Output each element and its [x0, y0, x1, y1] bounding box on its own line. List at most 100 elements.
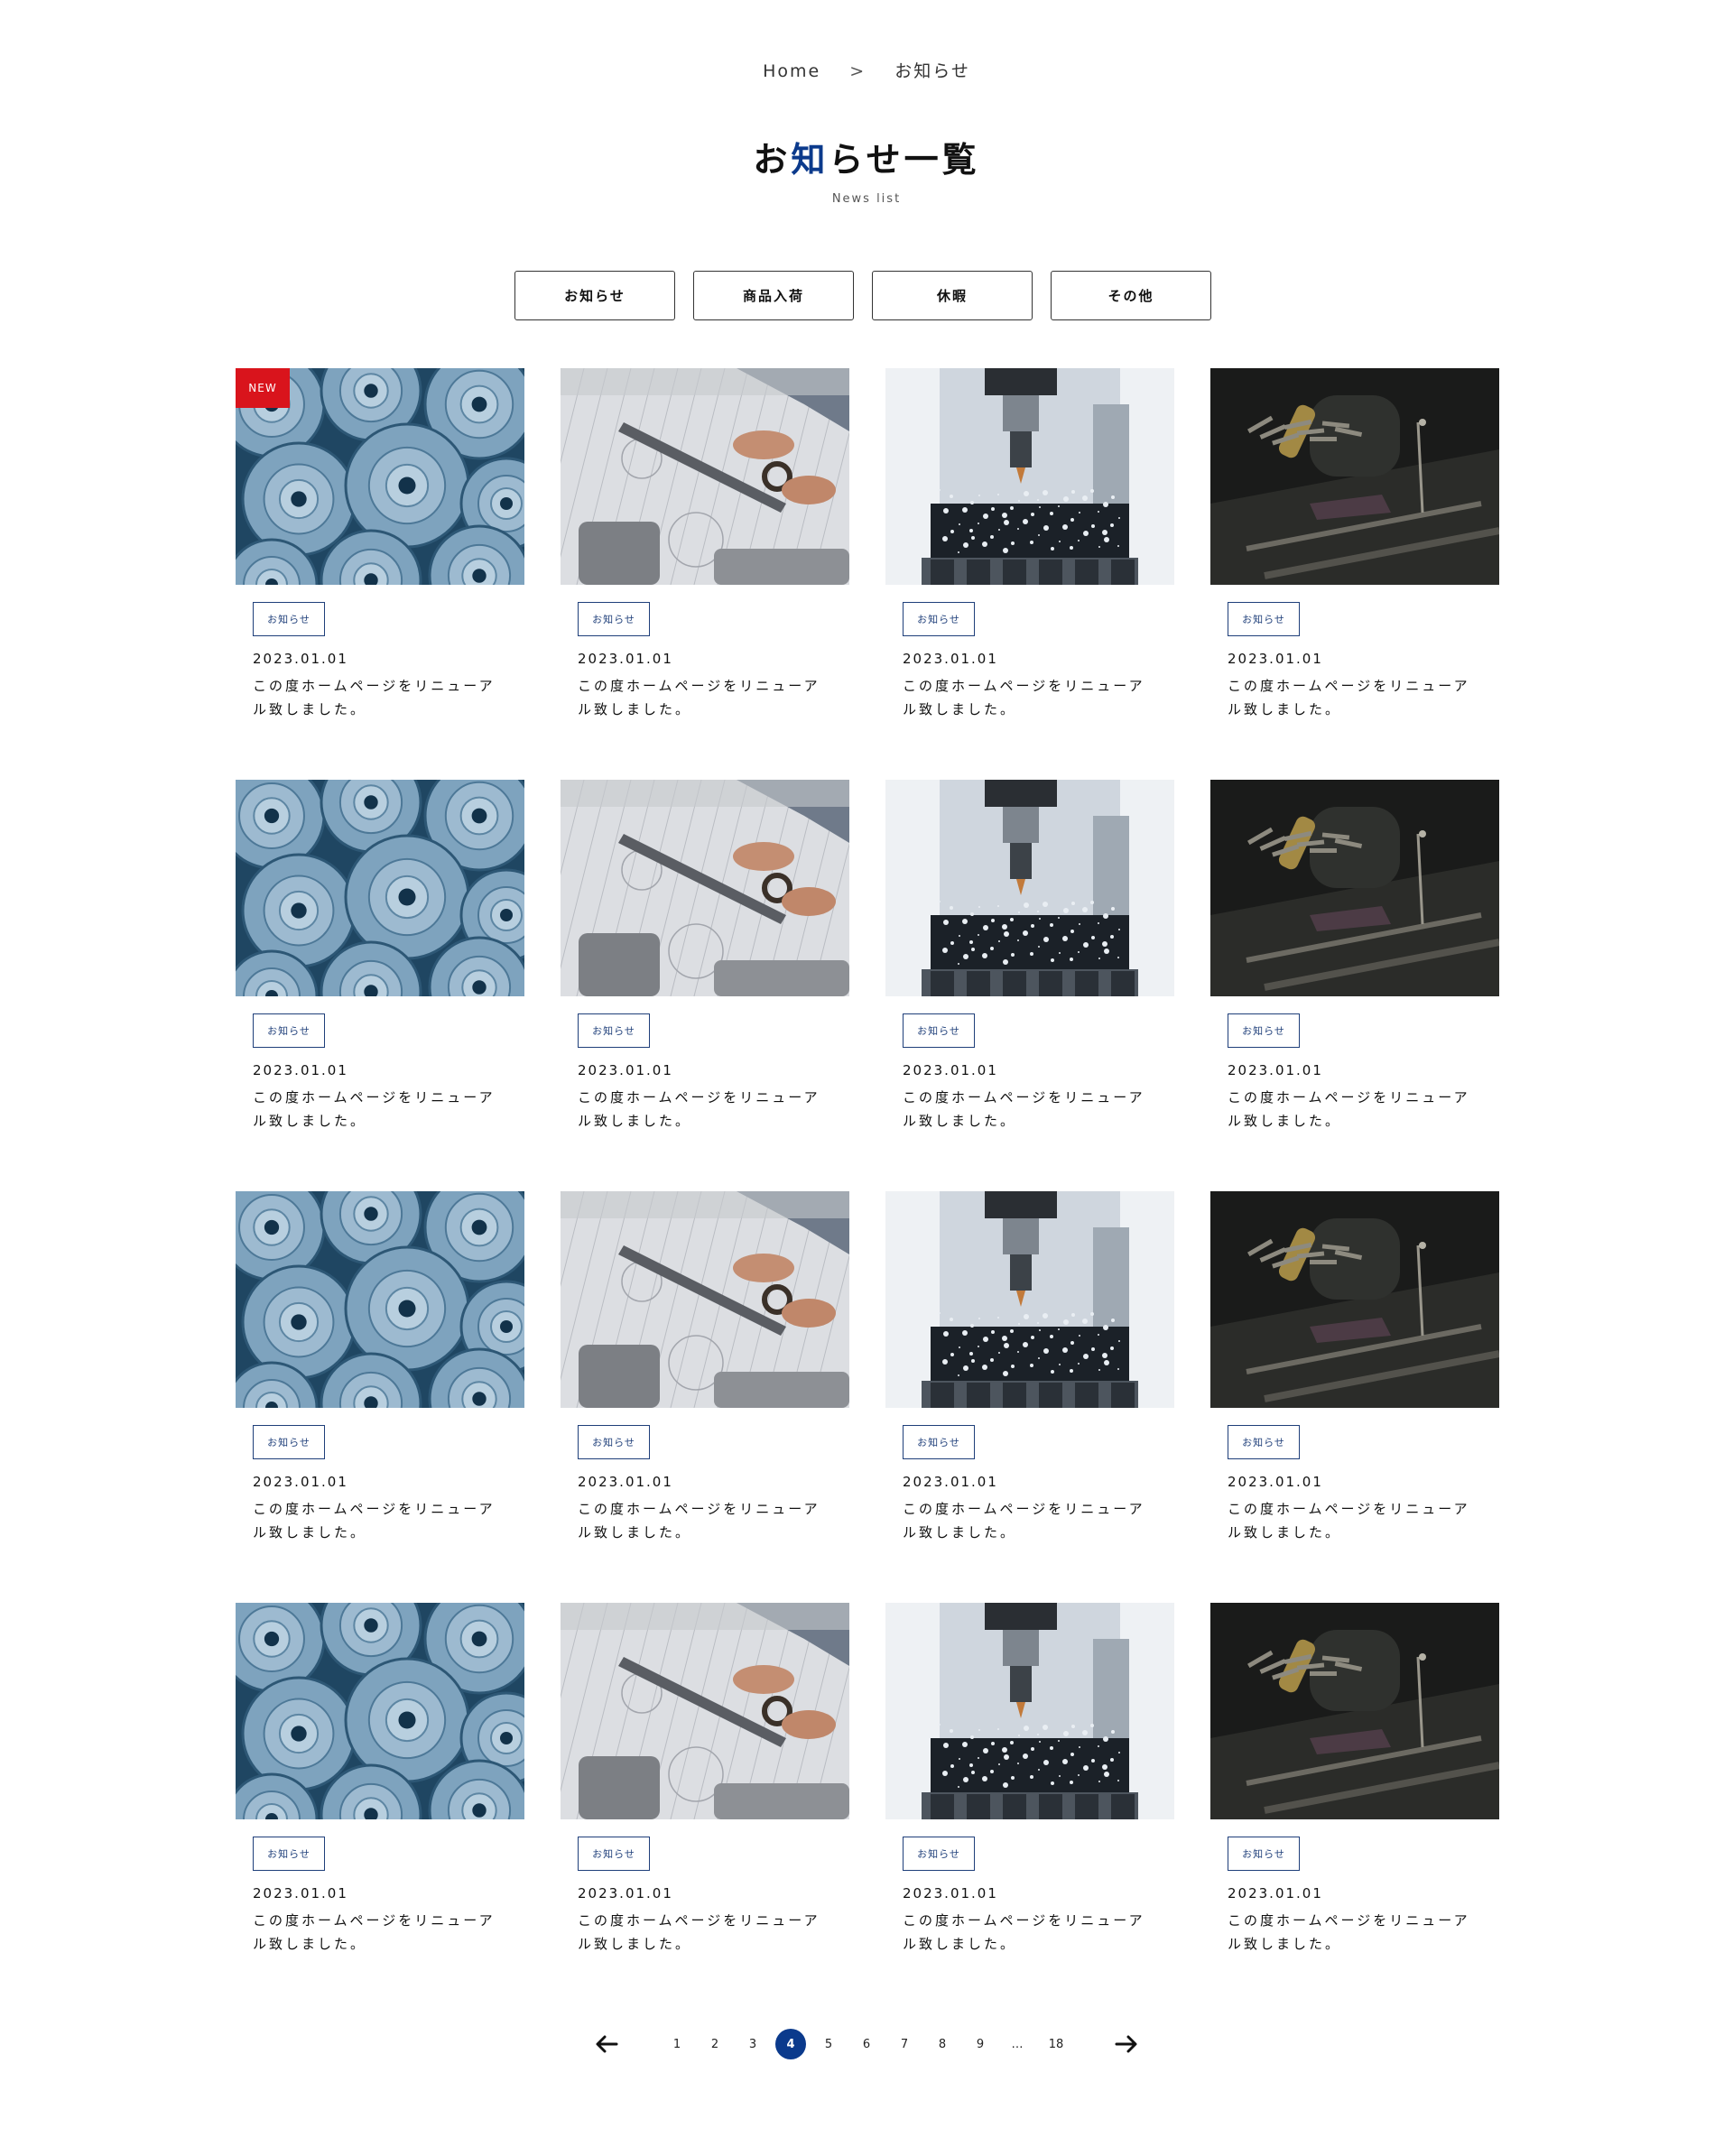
filter-button-holiday[interactable]: 休暇 — [872, 271, 1033, 320]
news-title: この度ホームページをリニューアル致しました。 — [1228, 678, 1470, 717]
news-date: 2023.01.01 — [903, 1474, 998, 1490]
metal-parts-image — [236, 1603, 524, 1819]
news-title: この度ホームページをリニューアル致しました。 — [903, 1912, 1145, 1952]
news-title: この度ホームページをリニューアル致しました。 — [578, 678, 820, 717]
news-card[interactable]: お知らせ 2023.01.01 この度ホームページをリニューアル致しました。 — [236, 1603, 524, 2014]
news-thumbnail — [236, 1603, 524, 1819]
pagination-page-link[interactable]: 8 — [938, 2037, 947, 2051]
news-title: この度ホームページをリニューアル致しました。 — [578, 1501, 820, 1541]
news-date: 2023.01.01 — [253, 1885, 348, 1902]
category-tag: お知らせ — [253, 602, 325, 636]
news-date: 2023.01.01 — [1228, 1474, 1323, 1490]
news-card[interactable]: お知らせ 2023.01.01 この度ホームページをリニューアル致しました。 — [1210, 780, 1499, 1191]
news-card[interactable]: お知らせ 2023.01.01 この度ホームページをリニューアル致しました。 — [561, 1603, 849, 2014]
category-filters: お知らせ 商品入荷 休暇 その他 — [514, 271, 1211, 320]
news-title: この度ホームページをリニューアル致しました。 — [578, 1912, 820, 1952]
news-grid: NEW お知らせ 2023.01.01 この度ホームページをリニューアル致しました。お… — [236, 368, 1499, 2014]
news-date: 2023.01.01 — [253, 651, 348, 667]
news-thumbnail — [1210, 1603, 1499, 1819]
news-date: 2023.01.01 — [903, 1062, 998, 1078]
news-card[interactable]: お知らせ 2023.01.01 この度ホームページをリニューアル致しました。 — [561, 1191, 849, 1603]
news-date: 2023.01.01 — [1228, 1885, 1323, 1902]
pagination-page-link[interactable]: 2 — [710, 2037, 719, 2051]
filter-button-news[interactable]: お知らせ — [514, 271, 675, 320]
news-card[interactable]: お知らせ 2023.01.01 この度ホームページをリニューアル致しました。 — [1210, 1191, 1499, 1603]
news-thumbnail — [1210, 368, 1499, 585]
pagination-page-link[interactable]: 6 — [862, 2037, 871, 2051]
news-date: 2023.01.01 — [1228, 1062, 1323, 1078]
title-text-pre: お — [753, 140, 792, 180]
news-thumbnail — [885, 780, 1174, 996]
category-tag: お知らせ — [903, 602, 975, 636]
news-card[interactable]: お知らせ 2023.01.01 この度ホームページをリニューアル致しました。 — [561, 368, 849, 780]
news-title: この度ホームページをリニューアル致しました。 — [1228, 1912, 1470, 1952]
breadcrumb: Home > お知らせ — [0, 58, 1733, 82]
pagination-page-link[interactable]: 3 — [748, 2037, 757, 2051]
category-tag: お知らせ — [1228, 1425, 1300, 1459]
news-title: この度ホームページをリニューアル致しました。 — [253, 1089, 496, 1129]
pagination-page-link[interactable]: 9 — [976, 2037, 985, 2051]
pagination-page-link[interactable]: 5 — [824, 2037, 833, 2051]
news-date: 2023.01.01 — [578, 1062, 673, 1078]
workshop-tools-image — [1210, 1191, 1499, 1408]
pagination: 1 2 3 4 5 6 7 8 9 … 18 — [0, 2029, 1733, 2059]
news-card[interactable]: お知らせ 2023.01.01 この度ホームページをリニューアル致しました。 — [885, 1191, 1174, 1603]
metal-parts-image — [236, 1191, 524, 1408]
cnc-milling-image — [885, 1191, 1174, 1408]
news-thumbnail — [561, 780, 849, 996]
news-card[interactable]: お知らせ 2023.01.01 この度ホームページをリニューアル致しました。 — [561, 780, 849, 1191]
news-card[interactable]: お知らせ 2023.01.01 この度ホームページをリニューアル致しました。 — [885, 368, 1174, 780]
news-card[interactable]: NEW お知らせ 2023.01.01 この度ホームページをリニューアル致しました。 — [236, 368, 524, 780]
category-tag: お知らせ — [903, 1425, 975, 1459]
news-thumbnail — [885, 1603, 1174, 1819]
workshop-tools-image — [1210, 1603, 1499, 1819]
page-subtitle: News list — [831, 192, 902, 206]
workshop-tools-image — [1210, 368, 1499, 585]
metal-parts-image — [236, 780, 524, 996]
news-card[interactable]: お知らせ 2023.01.01 この度ホームページをリニューアル致しました。 — [236, 1191, 524, 1603]
cnc-milling-image — [885, 780, 1174, 996]
category-tag: お知らせ — [253, 1013, 325, 1048]
category-tag: お知らせ — [253, 1425, 325, 1459]
category-tag: お知らせ — [903, 1837, 975, 1871]
category-tag: お知らせ — [578, 1425, 650, 1459]
news-title: この度ホームページをリニューアル致しました。 — [1228, 1501, 1470, 1541]
news-card[interactable]: お知らせ 2023.01.01 この度ホームページをリニューアル致しました。 — [236, 780, 524, 1191]
metal-parts-image — [236, 368, 524, 585]
news-title: この度ホームページをリニューアル致しました。 — [903, 1501, 1145, 1541]
title-text-post: らせ一覧 — [829, 140, 980, 180]
news-card[interactable]: お知らせ 2023.01.01 この度ホームページをリニューアル致しました。 — [885, 780, 1174, 1191]
workshop-tools-image — [1210, 780, 1499, 996]
news-card[interactable]: お知らせ 2023.01.01 この度ホームページをリニューアル致しました。 — [1210, 1603, 1499, 2014]
news-thumbnail — [561, 1603, 849, 1819]
news-thumbnail — [561, 1191, 849, 1408]
breadcrumb-current: お知らせ — [894, 61, 970, 81]
pagination-prev-button[interactable] — [593, 2031, 620, 2058]
news-date: 2023.01.01 — [903, 651, 998, 667]
news-date: 2023.01.01 — [578, 1474, 673, 1490]
news-card[interactable]: お知らせ 2023.01.01 この度ホームページをリニューアル致しました。 — [885, 1603, 1174, 2014]
arrow-left-icon — [596, 2035, 618, 2053]
news-title: この度ホームページをリニューアル致しました。 — [903, 678, 1145, 717]
news-thumbnail — [1210, 780, 1499, 996]
pagination-page-link[interactable]: 18 — [1048, 2037, 1064, 2051]
news-title: この度ホームページをリニューアル致しました。 — [903, 1089, 1145, 1129]
pagination-page-link[interactable]: 1 — [672, 2037, 681, 2051]
breadcrumb-home-link[interactable]: Home — [763, 61, 821, 81]
category-tag: お知らせ — [253, 1837, 325, 1871]
pagination-next-button[interactable] — [1113, 2031, 1140, 2058]
news-title: この度ホームページをリニューアル致しました。 — [253, 1912, 496, 1952]
cnc-milling-image — [885, 1603, 1174, 1819]
news-thumbnail — [885, 1191, 1174, 1408]
news-date: 2023.01.01 — [253, 1474, 348, 1490]
filter-button-other[interactable]: その他 — [1051, 271, 1211, 320]
pagination-page-link[interactable]: 7 — [900, 2037, 909, 2051]
breadcrumb-separator: > — [849, 61, 866, 81]
pagination-current-page: 4 — [775, 2029, 806, 2059]
new-badge: NEW — [236, 368, 290, 408]
news-card[interactable]: お知らせ 2023.01.01 この度ホームページをリニューアル致しました。 — [1210, 368, 1499, 780]
caliper-drawing-image — [561, 780, 849, 996]
news-thumbnail — [1210, 1191, 1499, 1408]
filter-button-arrivals[interactable]: 商品入荷 — [693, 271, 854, 320]
